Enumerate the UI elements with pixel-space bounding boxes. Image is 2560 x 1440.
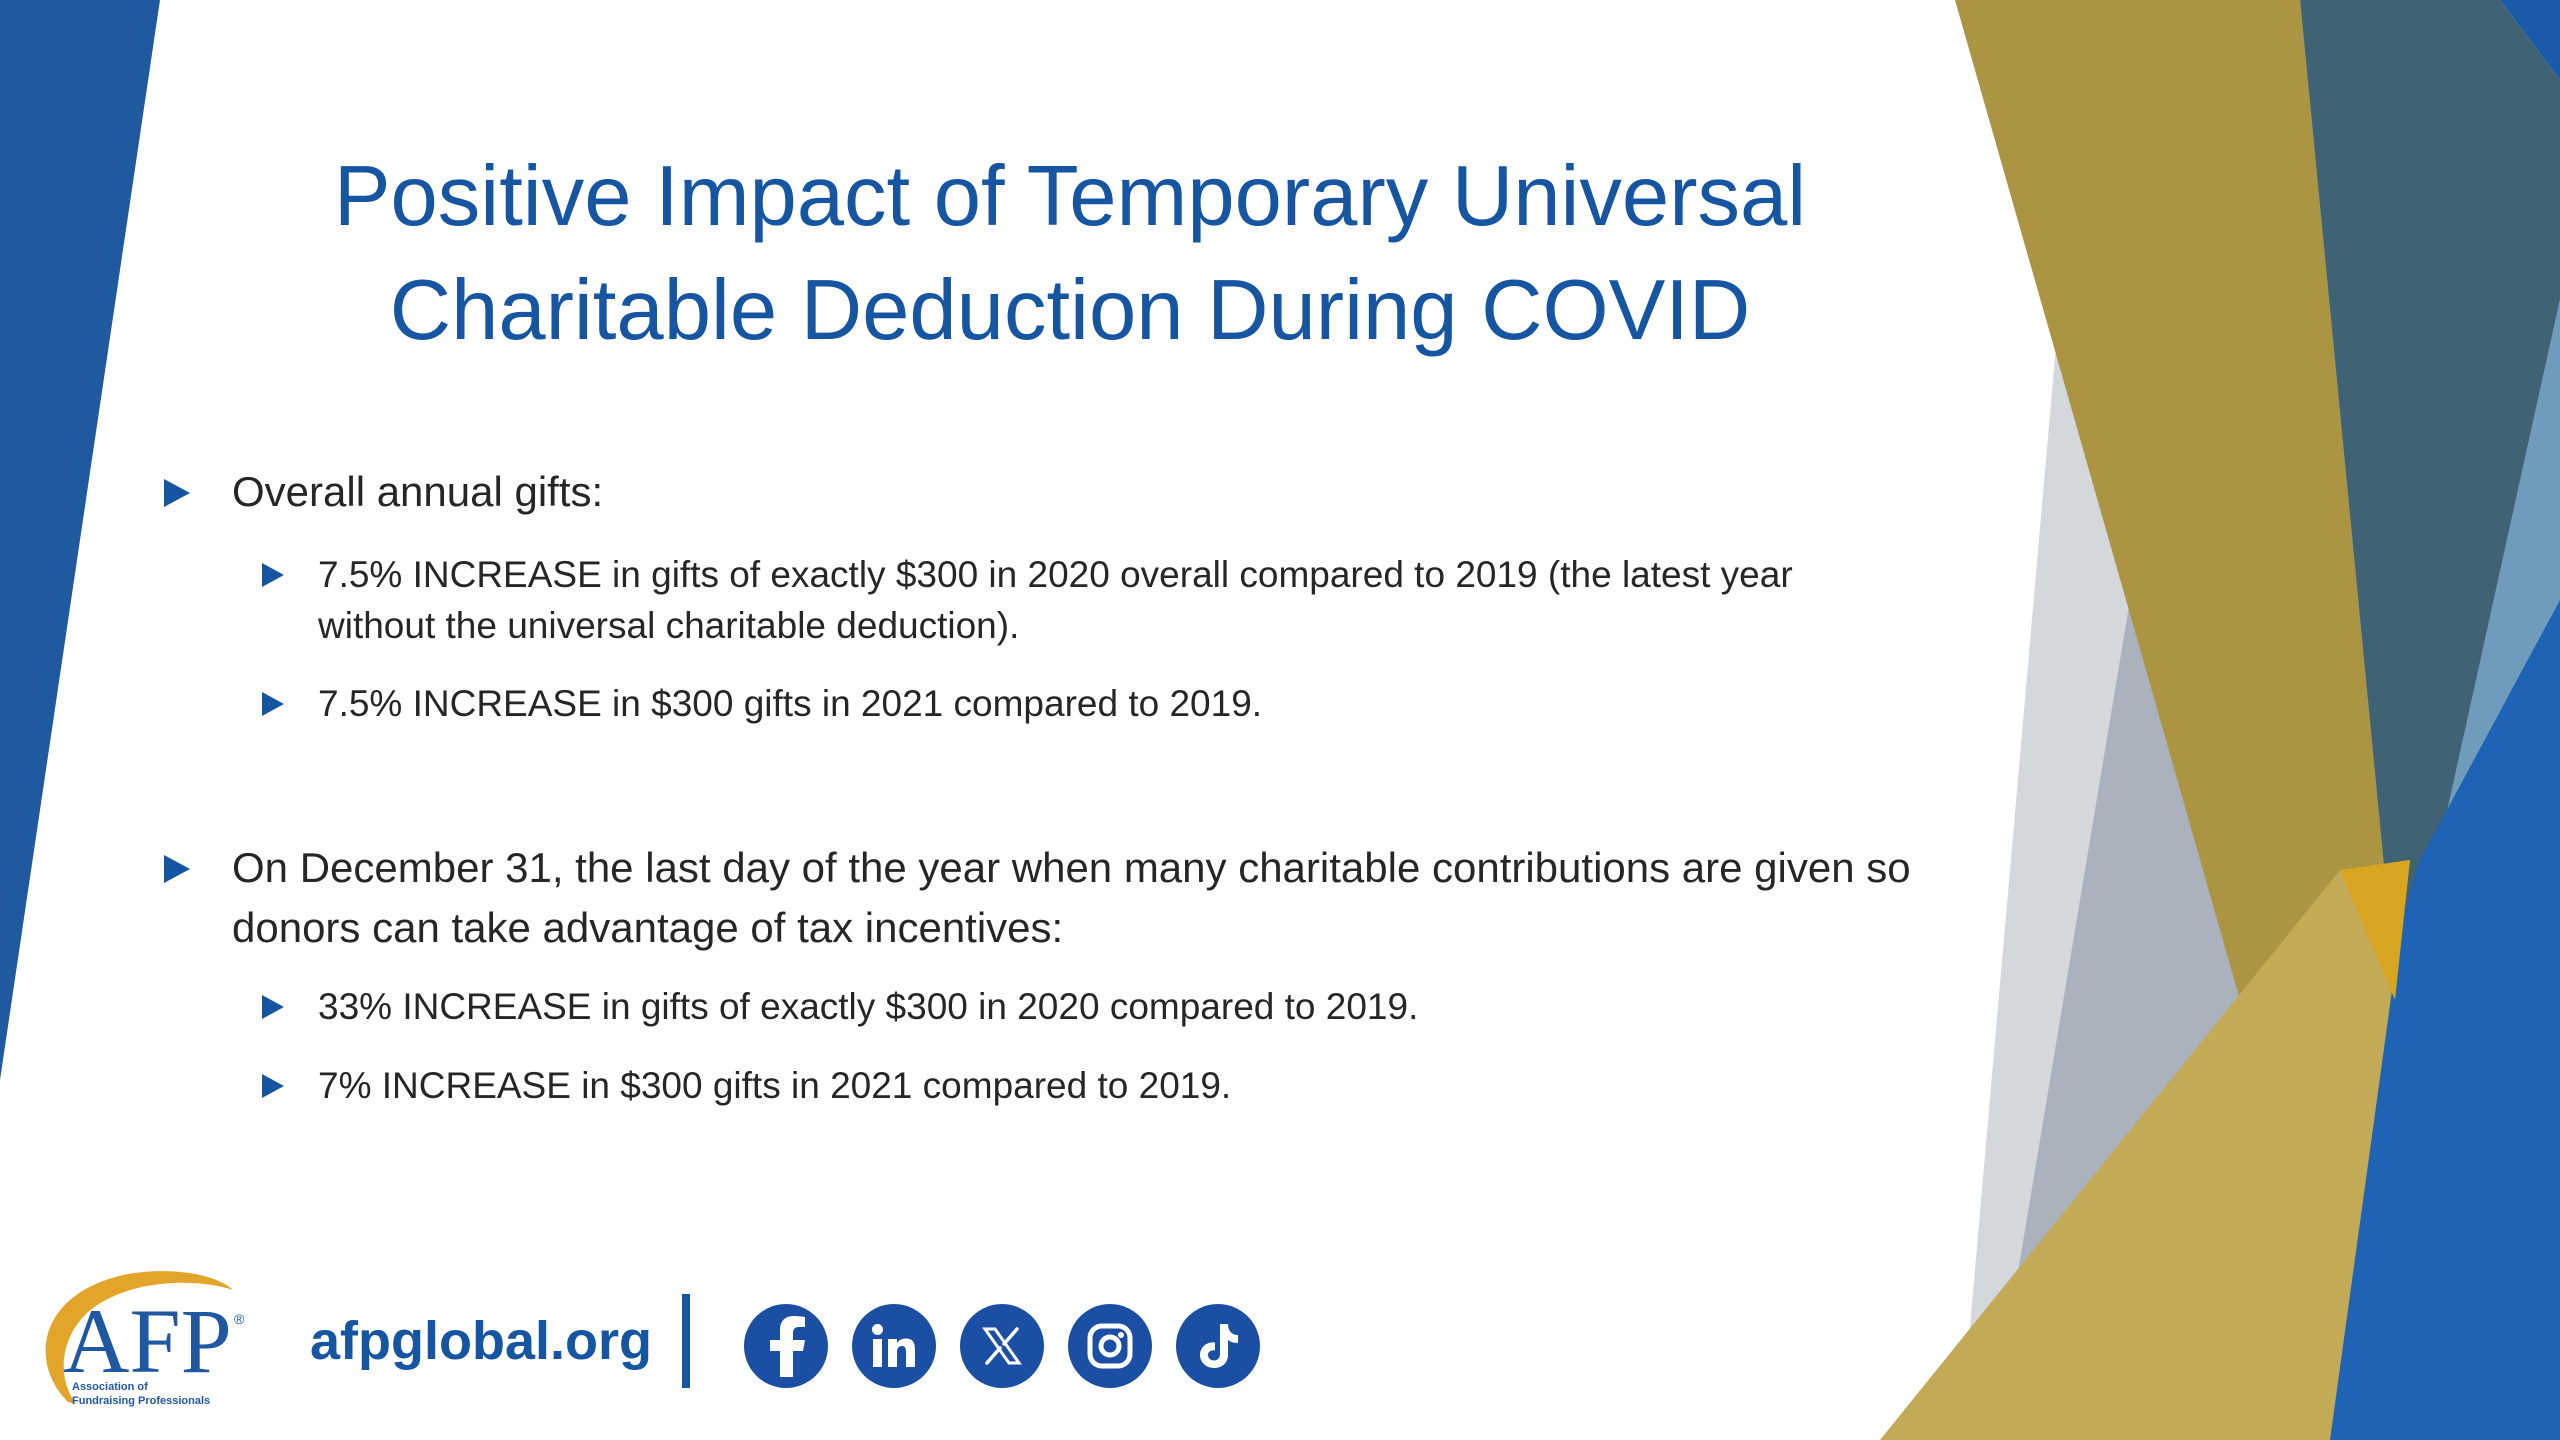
sub-bullet-item: 33% INCREASE in gifts of exactly $300 in… [262, 981, 1878, 1032]
afp-logo-registered: ® [234, 1311, 245, 1327]
sub-bullet-text: 33% INCREASE in gifts of exactly $300 in… [318, 986, 1419, 1027]
right-slate-band [2300, 0, 2560, 980]
facebook-glyph [770, 1316, 805, 1377]
tiktok-icon[interactable] [1176, 1304, 1260, 1388]
bullet-item: Overall annual gifts: [164, 462, 1982, 522]
bullet-item: On December 31, the last day of the year… [164, 838, 1972, 958]
sub-bullet-text: 7.5% INCREASE in gifts of exactly $300 i… [318, 554, 1793, 646]
slide-title: Positive Impact of Temporary Universal C… [220, 140, 1920, 368]
afp-logo-text: AFP [63, 1290, 232, 1392]
linkedin-glyph [872, 1324, 915, 1367]
bullet-text: Overall annual gifts: [232, 468, 604, 515]
bullet-text: On December 31, the last day of the year… [232, 844, 1911, 951]
sub-bullet-text: 7.5% INCREASE in $300 gifts in 2021 comp… [318, 683, 1263, 724]
instagram-icon[interactable] [1068, 1304, 1152, 1388]
afp-logo-subtitle-1: Association of [72, 1381, 148, 1393]
right-gold-lower [1880, 860, 2410, 1440]
x-glyph [982, 1327, 1022, 1365]
instagram-glyph [1087, 1323, 1133, 1369]
triangle-bullet-icon [164, 479, 190, 507]
triangle-bullet-icon [262, 692, 284, 716]
afp-logo: AFP ® Association of Fundraising Profess… [45, 1271, 245, 1407]
triangle-bullet-icon [262, 995, 284, 1019]
linkedin-icon[interactable] [852, 1304, 936, 1388]
afp-logo-swoosh [45, 1271, 233, 1404]
sub-bullet-text: 7% INCREASE in $300 gifts in 2021 compar… [318, 1065, 1232, 1106]
x-icon[interactable] [960, 1304, 1044, 1388]
triangle-bullet-icon [262, 563, 284, 587]
facebook-icon[interactable] [744, 1304, 828, 1388]
footer-divider [682, 1294, 690, 1388]
sub-bullet-item: 7.5% INCREASE in $300 gifts in 2021 comp… [262, 678, 1878, 729]
afp-logo-subtitle-2: Fundraising Professionals [72, 1395, 210, 1407]
tiktok-glyph [1200, 1324, 1238, 1368]
right-gold-band [1955, 0, 2395, 1000]
left-blue-band [0, 0, 160, 1080]
slide-title-line-1: Positive Impact of Temporary Universal [333, 149, 1807, 244]
triangle-bullet-icon [164, 855, 190, 883]
right-gold-accent [2340, 860, 2410, 1000]
triangle-bullet-icon [262, 1074, 284, 1098]
website-link[interactable]: afpglobal.org [310, 1311, 652, 1371]
sub-bullet-item: 7.5% INCREASE in gifts of exactly $300 i… [262, 549, 1878, 651]
slide-title-line-2: Charitable Deduction During COVID [389, 263, 1751, 358]
sub-bullet-item: 7% INCREASE in $300 gifts in 2021 compar… [262, 1060, 1878, 1111]
